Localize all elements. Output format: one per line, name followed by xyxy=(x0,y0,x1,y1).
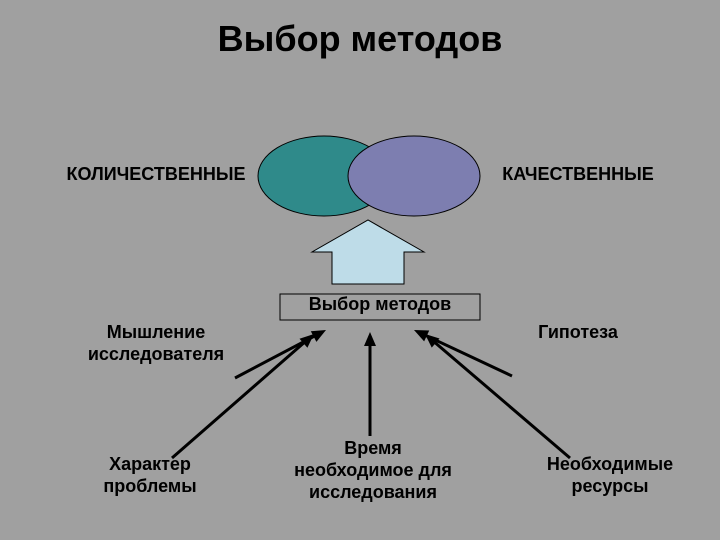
label-resources-1: Необходимые xyxy=(520,454,700,476)
label-quantitative: КОЛИЧЕСТВЕННЫЕ xyxy=(46,164,266,186)
venn-ellipse-right xyxy=(348,136,480,216)
label-qualitative: КАЧЕСТВЕННЫЕ xyxy=(478,164,678,186)
label-thinking-1: Мышление xyxy=(66,322,246,344)
label-hypothesis: Гипотеза xyxy=(498,322,658,344)
label-time-1: Время xyxy=(268,438,478,460)
label-time-2: необходимое для xyxy=(268,460,478,482)
slide: Выбор методов КОЛИЧЕСТВЕННЫЕ КАЧЕСТВЕННЫ… xyxy=(0,0,720,540)
label-character-1: Характер xyxy=(70,454,230,476)
block-arrow-up xyxy=(312,220,424,284)
label-time-3: исследования xyxy=(268,482,478,504)
label-character-2: проблемы xyxy=(70,476,230,498)
factor-arrowhead-2 xyxy=(364,332,376,346)
factor-arrow-1 xyxy=(235,334,319,378)
label-resources-2: ресурсы xyxy=(520,476,700,498)
label-thinking-2: исследователя xyxy=(66,344,246,366)
center-box-label: Выбор методов xyxy=(280,294,480,316)
